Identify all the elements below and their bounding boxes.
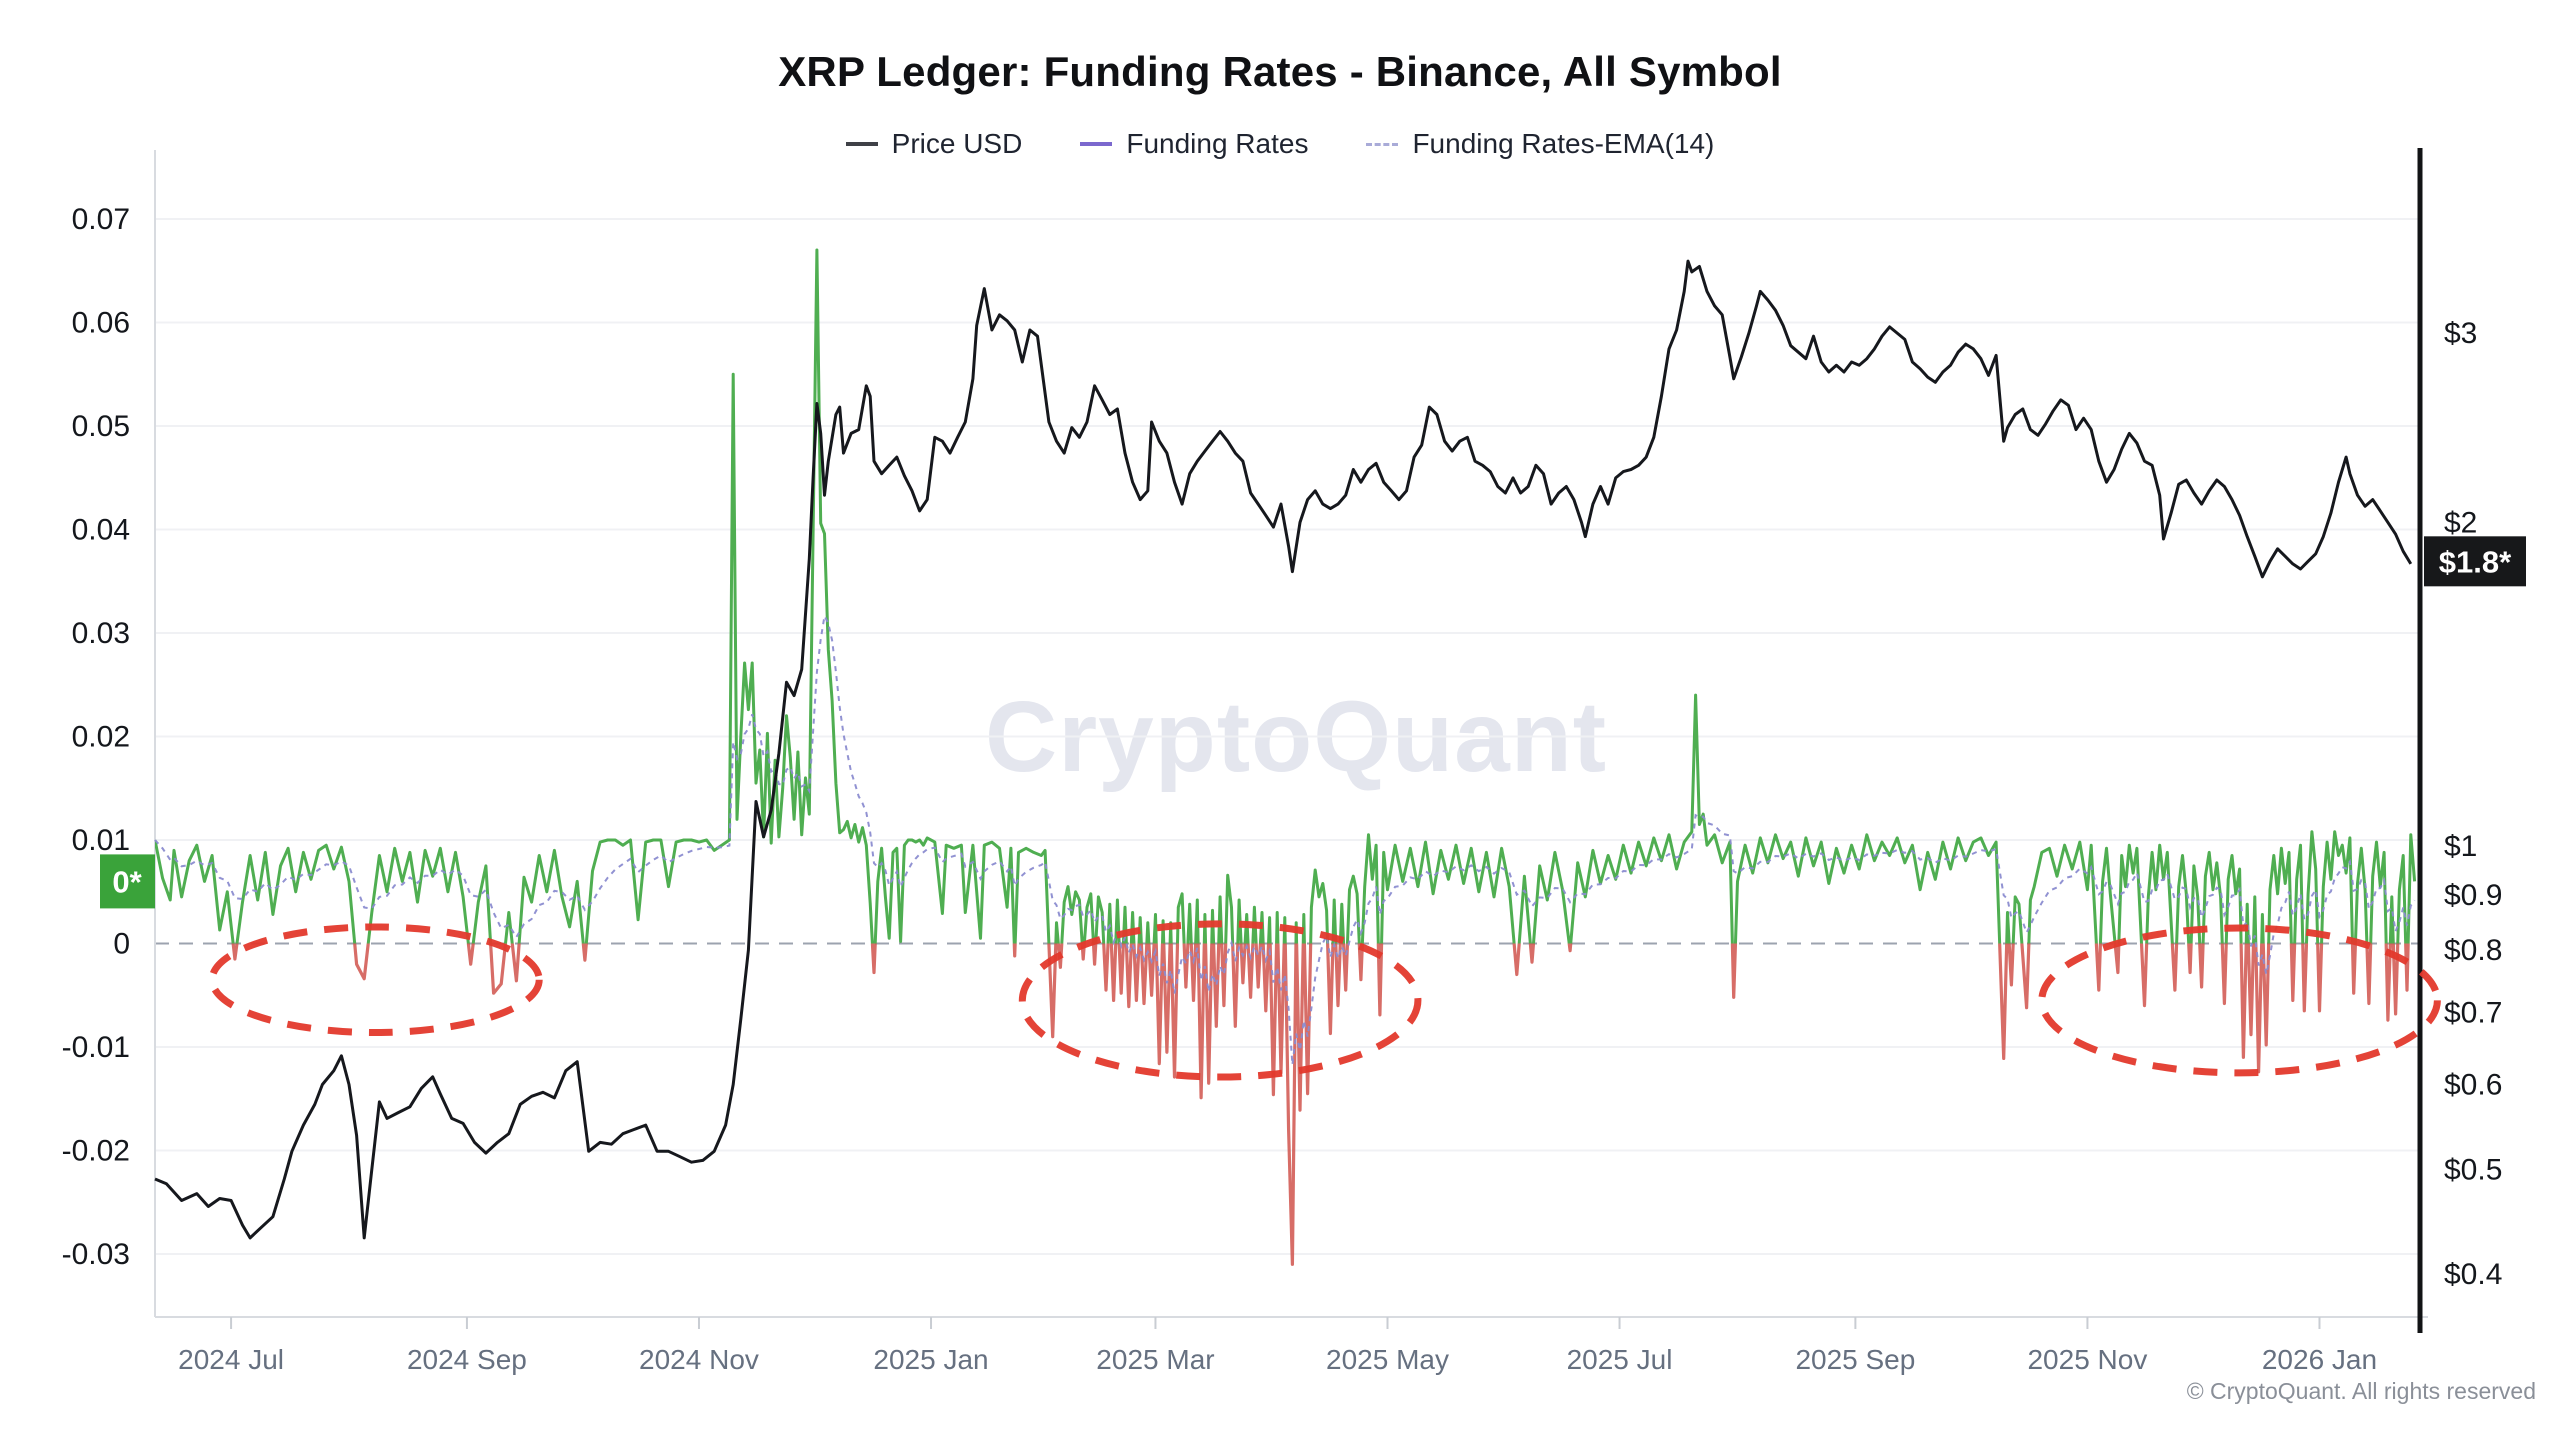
x-tick-label: 2024 Nov (639, 1344, 759, 1375)
right-tick-label: $1 (2444, 830, 2477, 863)
x-tick-label: 2025 Jan (873, 1344, 988, 1375)
price-usd-line-icon (845, 142, 878, 146)
funding-rates-negative (231, 943, 2410, 1266)
right-tick-label: $0.5 (2444, 1154, 2502, 1187)
right-axis-badge: $1.8* (2424, 536, 2526, 587)
left-tick-label: 0.07 (72, 203, 130, 236)
left-tick-label: 0.01 (72, 824, 130, 857)
funding-rates-line (155, 248, 2417, 1266)
left-tick-label: 0.03 (72, 617, 130, 650)
x-tick-label: 2024 Jul (178, 1344, 284, 1375)
negative-funding-highlight-ellipse (2038, 924, 2441, 1077)
right-tick-label: $0.9 (2444, 879, 2502, 912)
left-tick-label: 0.06 (72, 307, 130, 340)
legend-item-funding-rates-ema[interactable]: Funding Rates-EMA(14) (1366, 128, 1714, 160)
legend-item-funding-rates[interactable]: Funding Rates (1080, 128, 1308, 160)
left-tick-label: -0.02 (62, 1135, 130, 1168)
x-tick-label: 2025 May (1326, 1344, 1449, 1375)
left-tick-label: -0.03 (62, 1238, 130, 1271)
left-axis-labels: 0.07 0.06 0.05 0.04 0.03 0.02 0.01 0 -0.01 -0.02 -… (62, 203, 130, 1271)
axes (154, 148, 2428, 1333)
negative-funding-highlight-ellipse (1018, 920, 1422, 1081)
price-usd-line (154, 259, 2413, 1240)
legend-label: Price USD (891, 128, 1023, 159)
highlight-ellipses (208, 920, 2441, 1081)
x-tick-label: 2025 Mar (1096, 1344, 1214, 1375)
right-tick-label: $0.4 (2444, 1258, 2502, 1291)
right-tick-label: $0.6 (2444, 1068, 2502, 1101)
right-tick-label: $2 (2444, 506, 2477, 539)
left-tick-label: -0.01 (62, 1031, 130, 1064)
funding-rates-line-icon (1080, 142, 1113, 146)
gridlines (155, 218, 2420, 1255)
left-tick-label: 0 (113, 928, 130, 961)
legend-item-price-usd[interactable]: Price USD (845, 128, 1023, 160)
left-axis-badge: 0* (100, 854, 155, 909)
page-title: XRP Ledger: Funding Rates - Binance, All… (778, 48, 1782, 95)
right-axis-labels: $3 $2 $1 $0.9 $0.8 $0.7 $0.6 $0.5 $0.4 (2444, 317, 2502, 1291)
legend-label: Funding Rates (1126, 128, 1309, 159)
legend-label: Funding Rates-EMA(14) (1412, 128, 1715, 159)
svg-text:0*: 0* (112, 864, 142, 899)
x-tick-label: 2025 Nov (2027, 1344, 2147, 1375)
right-tick-label: $0.8 (2444, 934, 2502, 967)
left-tick-label: 0.04 (72, 514, 130, 547)
x-tick-label: 2026 Jan (2262, 1344, 2377, 1375)
funding-rates-ema-line (154, 612, 2416, 1065)
right-tick-label: $3 (2444, 317, 2477, 350)
left-tick-label: 0.05 (72, 410, 130, 443)
svg-text:$1.8*: $1.8* (2439, 544, 2512, 579)
x-tick-label: 2025 Jul (1567, 1344, 1673, 1375)
copyright-text: © CryptoQuant. All rights reserved (2186, 1378, 2536, 1404)
funding-rates-ema-line-icon (1366, 142, 1399, 146)
right-tick-label: $0.7 (2444, 997, 2502, 1030)
x-tick-label: 2025 Sep (1795, 1344, 1915, 1375)
chart-legend: Price USD Funding Rates Funding Rates-EM… (0, 128, 2560, 160)
x-axis-labels: 2024 Jul 2024 Sep 2024 Nov 2025 Jan 2025 Mar… (178, 1317, 2377, 1375)
negative-funding-highlight-ellipse (208, 923, 543, 1037)
left-tick-label: 0.02 (72, 721, 130, 754)
x-tick-label: 2024 Sep (407, 1344, 527, 1375)
funding-rates-positive (155, 248, 2417, 944)
